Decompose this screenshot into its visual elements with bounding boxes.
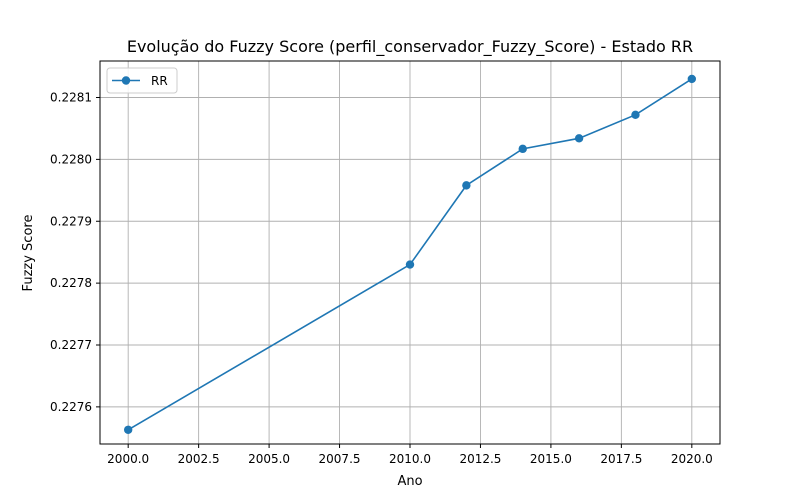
y-tick-label: 0.2279 [50, 214, 92, 228]
y-axis-ticks: 0.2276 0.2277 0.2278 0.2279 0.2280 0.2281 [50, 91, 100, 414]
data-point [631, 110, 640, 120]
data-point [574, 134, 584, 143]
legend-label: RR [151, 74, 168, 88]
y-tick-label: 0.2278 [50, 276, 92, 290]
grid [100, 61, 720, 444]
data-point [123, 425, 133, 434]
x-axis-ticks: 2000.0 2002.5 2005.0 2007.5 2010.0 2012.5 2015… [107, 444, 713, 466]
chart-title: Evolução do Fuzzy Score (perfil_conserva… [127, 37, 693, 57]
x-axis-label: Ano [397, 474, 422, 489]
x-tick-label: 2012.5 [459, 452, 501, 466]
plot-frame [99, 60, 721, 445]
legend: RR [106, 67, 178, 94]
x-tick-label: 2017.5 [600, 452, 642, 466]
x-tick-label: 2010.0 [389, 452, 431, 466]
legend-marker [121, 76, 131, 85]
y-axis-label: Fuzzy Score [21, 215, 36, 292]
data-point [462, 181, 471, 190]
y-tick-label: 0.2281 [50, 91, 92, 105]
data-point [687, 74, 697, 84]
x-tick-label: 2000.0 [107, 452, 149, 466]
x-tick-label: 2002.5 [178, 452, 220, 466]
series-group [123, 74, 697, 434]
y-tick-label: 0.2280 [50, 152, 92, 166]
legend-box [106, 67, 178, 94]
x-tick-label: 2020.0 [671, 452, 713, 466]
data-point [518, 144, 527, 154]
y-tick-label: 0.2277 [50, 338, 92, 352]
y-tick-label: 0.2276 [50, 400, 92, 414]
x-tick-label: 2007.5 [319, 452, 361, 466]
x-tick-label: 2015.0 [530, 452, 572, 466]
data-point [405, 260, 415, 269]
x-tick-label: 2005.0 [248, 452, 290, 466]
